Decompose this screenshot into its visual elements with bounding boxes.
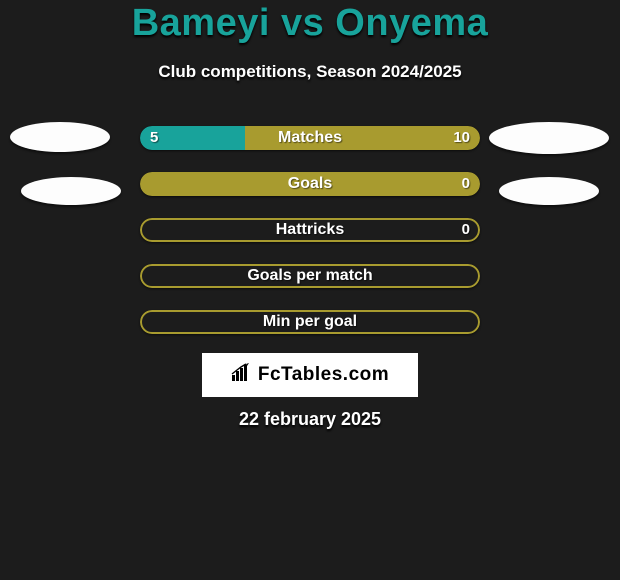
stat-bar: 0Goals <box>140 172 480 196</box>
subtitle: Club competitions, Season 2024/2025 <box>0 62 620 82</box>
team-left-badge <box>21 177 121 205</box>
stat-label: Goals <box>140 172 480 196</box>
stat-label: Hattricks <box>140 218 480 242</box>
stat-label: Matches <box>140 126 480 150</box>
stat-bar: Min per goal <box>140 310 480 334</box>
stat-bar: 510Matches <box>140 126 480 150</box>
stat-bars: 510Matches 0Goals 0Hattricks Goals per matc… <box>140 126 480 356</box>
player-right-avatar <box>489 122 609 154</box>
player-left-avatar <box>10 122 110 152</box>
source-logo-text: FcTables.com <box>258 364 389 386</box>
stat-label: Goals per match <box>140 264 480 288</box>
stat-bar: 0Hattricks <box>140 218 480 242</box>
stat-bar: Goals per match <box>140 264 480 288</box>
title: Bameyi vs Onyema <box>0 2 620 45</box>
chart-icon <box>231 363 253 388</box>
source-logo: FcTables.com <box>202 353 418 397</box>
comparison-infographic: Bameyi vs Onyema Club competitions, Seas… <box>0 0 620 580</box>
date-label: 22 february 2025 <box>0 409 620 430</box>
team-right-badge <box>499 177 599 205</box>
stat-label: Min per goal <box>140 310 480 334</box>
